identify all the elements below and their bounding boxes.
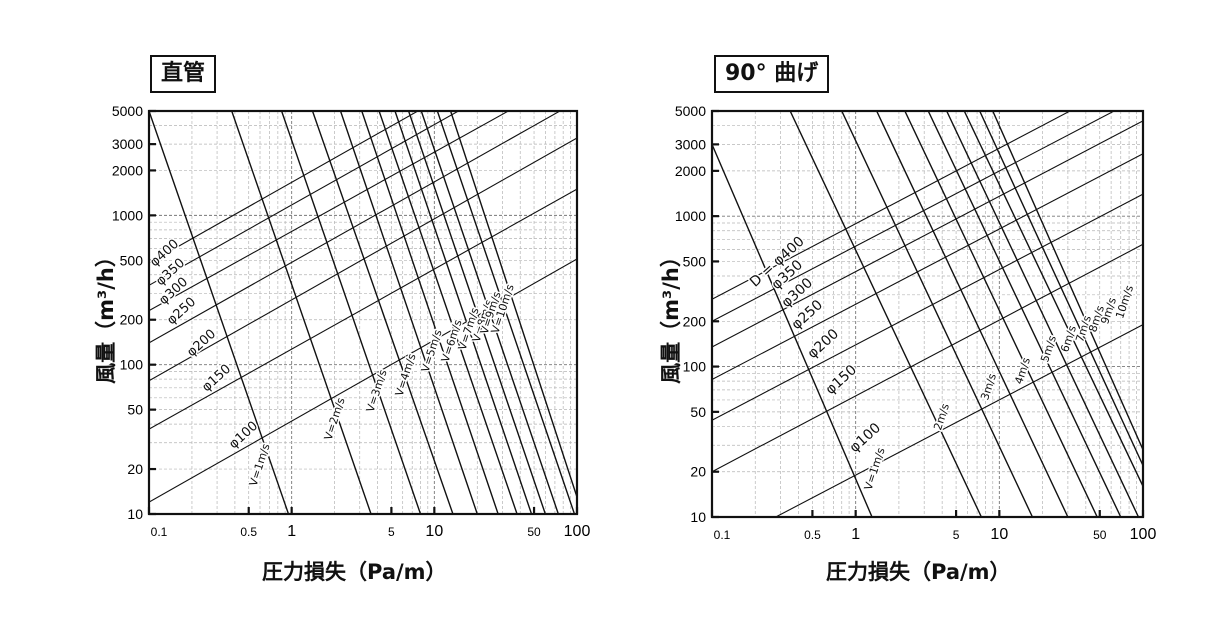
bend-y-tick-label: 2000 bbox=[675, 163, 706, 179]
straight-diameter-line-1 bbox=[149, 111, 460, 286]
bend-velocity-line-3 bbox=[876, 111, 1069, 517]
bend-x-tick-label: 5 bbox=[953, 528, 960, 542]
straight-diameter-line-2 bbox=[149, 111, 510, 312]
bend-x-tick-label: 0.5 bbox=[804, 528, 821, 542]
straight-y-tick-label: 20 bbox=[127, 461, 143, 477]
bend-y-tick-label: 50 bbox=[690, 404, 706, 420]
straight-velocity-line-5 bbox=[361, 111, 499, 514]
straight-diameter-line-4 bbox=[149, 137, 577, 382]
bend-x-tick-label: 0.1 bbox=[714, 528, 731, 542]
straight-y-tick-label: 50 bbox=[127, 402, 143, 418]
bend-y-tick-label: 500 bbox=[683, 253, 707, 269]
bend-y-tick-label: 1000 bbox=[675, 208, 706, 224]
bend-plot-frame bbox=[710, 109, 1145, 519]
straight-velocity-line-11 bbox=[449, 111, 577, 498]
straight-plot-frame bbox=[147, 109, 579, 516]
bend-x-tick-label: 50 bbox=[1093, 528, 1107, 542]
bend-diameter-line-6 bbox=[774, 324, 1143, 517]
bend-y-tick-label: 3000 bbox=[675, 136, 706, 152]
straight-x-tick-label: 50 bbox=[527, 525, 541, 539]
bend-x-tick-label: 100 bbox=[1130, 526, 1157, 543]
straight-x-tick-label: 100 bbox=[564, 523, 591, 540]
bend-diameter-line-2 bbox=[712, 120, 1143, 348]
bend-diameter-line-1 bbox=[712, 111, 1116, 322]
straight-diameter-line-3 bbox=[149, 111, 562, 344]
x-axis-label-right: 圧力損失（Pa/m） bbox=[826, 560, 1011, 584]
straight-y-tick-label: 1000 bbox=[112, 207, 143, 223]
straight-series-label: V=1m/s bbox=[247, 442, 273, 488]
bend-x-tick-label: 1 bbox=[851, 526, 860, 543]
straight-velocity-line-4 bbox=[339, 111, 478, 514]
straight-velocity-line-10 bbox=[436, 111, 576, 514]
straight-series-label: φ100 bbox=[226, 419, 261, 452]
bend-velocity-line-9 bbox=[992, 111, 1143, 451]
straight-y-tick-label: 200 bbox=[120, 312, 144, 328]
bend-velocity-line-5 bbox=[927, 111, 1122, 517]
straight-series-label: V=3m/s bbox=[364, 368, 390, 414]
bend-series-label: φ200 bbox=[805, 326, 842, 362]
bend-diameter-line-5 bbox=[712, 243, 1143, 473]
bend-series-group bbox=[712, 111, 1143, 517]
x-axis-label-left: 圧力損失（Pa/m） bbox=[262, 560, 447, 584]
bend-diameter-line-3 bbox=[712, 153, 1143, 381]
bend-velocity-line-1 bbox=[789, 111, 983, 517]
bend-series-label: 5m/s bbox=[1038, 334, 1059, 364]
bend-y-tick-label: 10 bbox=[690, 509, 706, 525]
bend-diameter-line-4 bbox=[712, 193, 1143, 421]
straight-velocity-line-3 bbox=[311, 111, 454, 514]
bend-series-label: 2m/s bbox=[931, 402, 952, 432]
bend-x-tick-label: 10 bbox=[990, 526, 1008, 543]
straight-series-label: φ150 bbox=[199, 362, 234, 395]
bend-velocity-line-8 bbox=[979, 111, 1143, 466]
straight-velocity-line-1 bbox=[231, 111, 372, 514]
straight-diameter-line-0 bbox=[149, 111, 420, 264]
bend-velocity-line-7 bbox=[963, 111, 1143, 487]
bend-y-tick-label: 100 bbox=[683, 359, 707, 375]
straight-x-tick-label: 0.5 bbox=[240, 525, 257, 539]
bend-series-label: 4m/s bbox=[1012, 356, 1033, 386]
bend-y-tick-label: 200 bbox=[683, 313, 707, 329]
straight-x-tick-label: 1 bbox=[287, 523, 296, 540]
straight-series-group bbox=[149, 111, 577, 514]
bend-velocity-line-6 bbox=[946, 111, 1140, 517]
bend-y-tick-label: 20 bbox=[690, 464, 706, 480]
straight-y-tick-label: 500 bbox=[120, 252, 144, 268]
straight-x-tick-label: 5 bbox=[388, 525, 395, 539]
straight-series-label: V=4m/s bbox=[393, 352, 419, 398]
straight-velocity-line-0 bbox=[149, 111, 290, 514]
straight-velocity-line-8 bbox=[407, 111, 547, 514]
straight-velocity-line-7 bbox=[394, 111, 533, 514]
straight-y-tick-label: 2000 bbox=[112, 162, 143, 178]
straight-y-tick-label: 10 bbox=[127, 506, 143, 522]
straight-diameter-line-5 bbox=[149, 188, 577, 430]
bend-series-label: V=1m/s bbox=[862, 446, 888, 492]
straight-diameter-line-6 bbox=[149, 258, 577, 503]
straight-x-tick-label: 0.1 bbox=[151, 525, 168, 539]
straight-y-tick-label: 3000 bbox=[112, 136, 143, 152]
bend-series-label: 3m/s bbox=[978, 372, 999, 402]
chart-title-straight-pipe: 直管 bbox=[150, 55, 217, 93]
straight-velocity-line-6 bbox=[378, 111, 518, 514]
chart-title-90-bend: 90° 曲げ bbox=[714, 55, 830, 93]
bend-y-tick-label: 5000 bbox=[675, 103, 706, 119]
bend-series-label: φ150 bbox=[823, 362, 860, 398]
bend-velocity-line-4 bbox=[904, 111, 1098, 517]
straight-y-tick-label: 5000 bbox=[112, 103, 143, 119]
straight-velocity-line-2 bbox=[280, 111, 422, 514]
bend-velocity-line-0 bbox=[712, 144, 873, 517]
straight-velocity-line-9 bbox=[420, 111, 560, 514]
bend-velocity-line-2 bbox=[841, 111, 1034, 517]
straight-x-tick-label: 10 bbox=[425, 523, 443, 540]
straight-y-tick-label: 100 bbox=[120, 357, 144, 373]
bend-diameter-line-0 bbox=[712, 111, 1072, 300]
